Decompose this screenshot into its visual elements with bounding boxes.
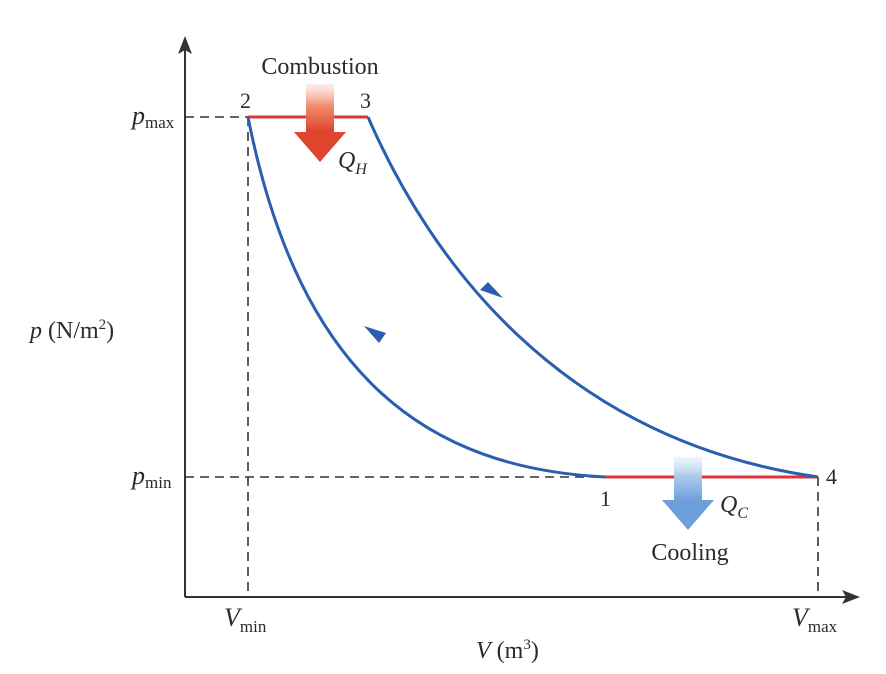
heat-input-arrow <box>294 84 346 162</box>
expansion-direction-arrow <box>480 282 503 298</box>
combustion-label: Combustion <box>261 54 378 80</box>
qh-label: QH <box>338 148 368 178</box>
guide-lines <box>185 116 819 597</box>
point-3-label: 3 <box>360 88 371 113</box>
pmax-label: pmax <box>130 101 175 132</box>
y-axis-title: p (N/m2) <box>28 317 114 344</box>
compression-curve <box>246 116 606 479</box>
x-axis-arrowhead <box>842 590 860 604</box>
cooling-label: Cooling <box>651 540 728 566</box>
point-2-label: 2 <box>240 88 251 113</box>
point-4-label: 4 <box>826 464 837 489</box>
axes <box>178 36 860 604</box>
y-axis-arrowhead <box>178 36 192 54</box>
point-1-label: 1 <box>600 486 611 511</box>
vmin-label: Vmin <box>224 603 267 636</box>
vmax-label: Vmax <box>792 603 838 636</box>
compression-direction-arrow <box>364 326 386 343</box>
heat-output-arrow <box>662 457 714 530</box>
expansion-curve <box>366 116 819 479</box>
x-axis-title: V (m3) <box>476 637 539 664</box>
qc-label: QC <box>720 492 748 522</box>
pmin-label: pmin <box>130 461 172 492</box>
